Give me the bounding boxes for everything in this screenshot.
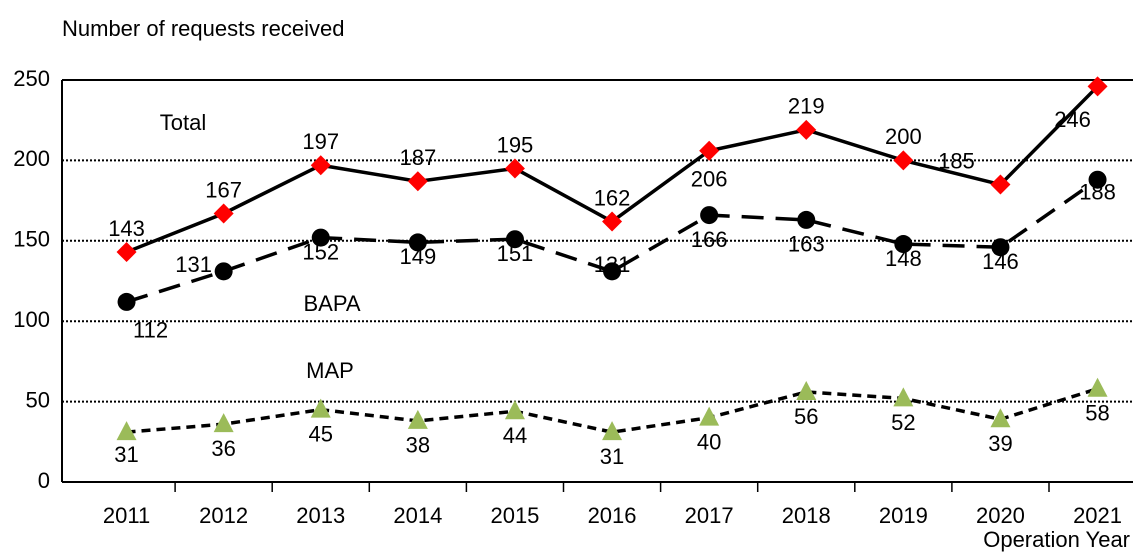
marker — [310, 155, 331, 176]
data-label: 56 — [794, 404, 818, 429]
x-tick-label: 2015 — [490, 503, 539, 528]
marker — [797, 210, 816, 229]
x-axis-title: Operation Year — [983, 527, 1130, 552]
marker — [1087, 377, 1108, 397]
marker — [991, 238, 1010, 257]
marker — [407, 171, 428, 192]
data-label: 149 — [399, 244, 436, 269]
marker — [213, 203, 234, 224]
data-label: 40 — [697, 429, 721, 454]
x-tick-label: 2017 — [685, 503, 734, 528]
data-label: 39 — [988, 431, 1012, 456]
series-name: MAP — [306, 358, 354, 383]
data-label: 131 — [594, 252, 631, 277]
data-label: 197 — [302, 129, 339, 154]
data-label: 52 — [891, 410, 915, 435]
y-tick-label: 100 — [13, 307, 50, 332]
marker — [117, 292, 136, 311]
marker — [602, 211, 623, 232]
marker — [796, 380, 817, 400]
marker — [1088, 170, 1107, 189]
marker — [504, 158, 525, 179]
data-label: 185 — [938, 148, 975, 173]
data-label: 246 — [1054, 107, 1091, 132]
data-label: 112 — [133, 318, 168, 343]
data-label: 36 — [211, 436, 235, 461]
x-tick-label: 2011 — [103, 503, 150, 528]
data-label: 45 — [309, 421, 333, 446]
data-label: 167 — [205, 177, 242, 202]
data-label: 58 — [1085, 401, 1109, 426]
marker — [700, 206, 719, 225]
data-label: 38 — [406, 433, 430, 458]
data-label: 31 — [600, 444, 624, 469]
marker — [894, 235, 913, 254]
marker — [214, 262, 233, 281]
data-label: 187 — [399, 145, 436, 170]
data-label: 151 — [497, 241, 534, 266]
marker — [699, 406, 720, 426]
marker — [990, 174, 1011, 195]
y-tick-label: 250 — [13, 66, 50, 91]
data-label: 200 — [885, 124, 922, 149]
marker — [407, 409, 428, 429]
data-label: 188 — [1079, 180, 1116, 205]
x-tick-label: 2016 — [588, 503, 637, 528]
marker — [311, 228, 330, 247]
marker — [408, 233, 427, 252]
marker — [116, 421, 137, 441]
series-name: Total — [160, 110, 206, 135]
y-tick-label: 0 — [38, 468, 50, 493]
marker — [893, 387, 914, 407]
x-tick-label: 2019 — [879, 503, 928, 528]
data-label: 166 — [691, 227, 728, 252]
data-label: 143 — [108, 216, 145, 241]
data-label: 195 — [497, 132, 534, 157]
marker — [213, 413, 234, 433]
marker — [116, 242, 137, 263]
data-label: 146 — [982, 249, 1019, 274]
marker — [602, 421, 623, 441]
data-label: 131 — [175, 252, 212, 277]
x-tick-label: 2012 — [199, 503, 248, 528]
marker — [1087, 76, 1108, 97]
x-tick-label: 2018 — [782, 503, 831, 528]
data-label: 162 — [594, 185, 631, 210]
marker — [893, 150, 914, 171]
marker — [504, 400, 525, 420]
data-label: 219 — [788, 94, 825, 119]
y-tick-label: 150 — [13, 227, 50, 252]
marker — [603, 262, 622, 281]
marker — [699, 140, 720, 161]
x-tick-label: 2014 — [393, 503, 442, 528]
x-tick-label: 2021 — [1073, 503, 1122, 528]
marker — [505, 230, 524, 249]
data-label: 206 — [691, 167, 728, 192]
series-line — [126, 178, 1099, 304]
data-label: 163 — [788, 232, 825, 257]
x-tick-label: 2020 — [976, 503, 1025, 528]
marker — [990, 408, 1011, 428]
x-tick-label: 2013 — [296, 503, 345, 528]
y-tick-label: 200 — [13, 146, 50, 171]
data-label: 31 — [114, 442, 138, 467]
marker — [310, 398, 331, 418]
data-label: 44 — [503, 423, 527, 448]
series-name: BAPA — [303, 291, 360, 316]
y-tick-label: 50 — [26, 387, 50, 412]
y-axis-title: Number of requests received — [62, 16, 344, 41]
marker — [796, 119, 817, 140]
data-label: 152 — [302, 239, 339, 264]
data-label: 148 — [885, 246, 922, 271]
